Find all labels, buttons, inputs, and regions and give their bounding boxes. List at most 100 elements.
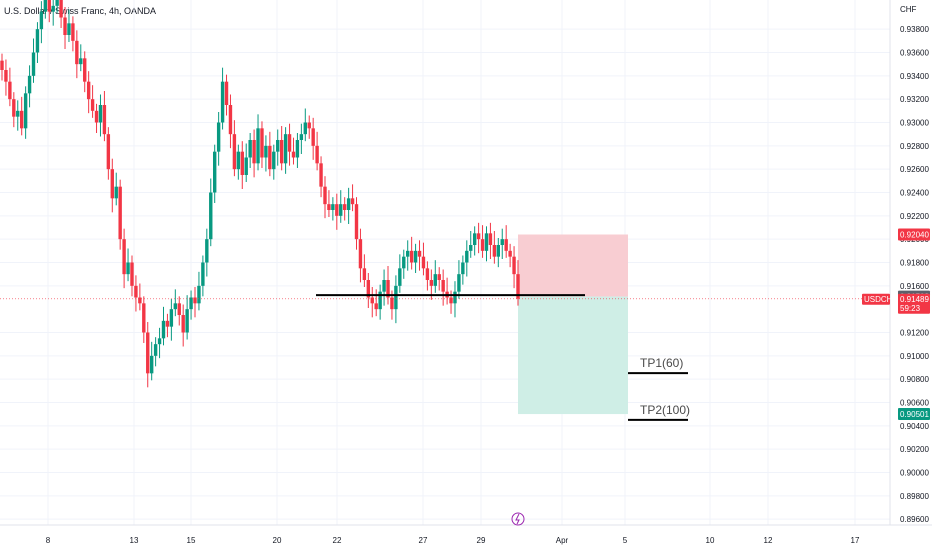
lightning-bolt	[515, 513, 520, 525]
candle-body	[27, 75, 32, 94]
candle-body	[256, 128, 260, 164]
y-tick-label: 0.91200	[900, 329, 929, 338]
candle-body	[213, 151, 217, 193]
candle-body	[86, 81, 91, 100]
candle-body	[504, 239, 508, 251]
candle-body	[244, 157, 248, 175]
candle-body	[409, 250, 414, 263]
stop-loss-zone	[518, 234, 628, 297]
y-tick-label: 0.90600	[900, 399, 929, 408]
candle-body	[303, 122, 307, 135]
candle-body	[232, 134, 237, 170]
y-tick-label: 0.93200	[900, 95, 929, 104]
currency-label: CHF	[900, 5, 917, 14]
candle-body	[378, 291, 382, 310]
candle-body	[457, 274, 461, 292]
candle-body	[16, 110, 20, 117]
candle-body	[248, 140, 252, 158]
candle-body	[488, 233, 493, 245]
candle-body	[220, 81, 225, 123]
candle-body	[366, 280, 371, 298]
candle-body	[480, 239, 485, 251]
current-price-tag	[898, 293, 930, 314]
candle-body	[354, 204, 359, 240]
candle-body	[79, 58, 83, 65]
candle-body	[142, 303, 146, 333]
candle-body	[492, 245, 497, 257]
candle-body	[272, 151, 276, 170]
candle-body	[149, 355, 154, 374]
candle-body	[370, 297, 374, 304]
candle-body	[484, 233, 489, 251]
candle-body	[279, 140, 284, 164]
candle-body	[134, 285, 138, 298]
candle-body	[299, 134, 304, 140]
candle-body	[63, 17, 67, 35]
candle-body	[374, 303, 378, 310]
x-tick-label: 22	[333, 536, 342, 545]
x-tick-label: 29	[477, 536, 486, 545]
candle-body	[228, 105, 233, 135]
candle-body	[315, 145, 319, 164]
y-tick-label: 0.92800	[900, 142, 929, 151]
candle-body	[181, 315, 185, 333]
chart-title: U.S. Dollar / Swiss Franc, 4h, OANDA	[4, 6, 157, 16]
candle-body	[224, 81, 229, 105]
candle-body	[406, 250, 410, 257]
candle-body	[157, 338, 162, 345]
countdown-label: 59:23	[900, 304, 921, 313]
candle-body	[319, 163, 323, 187]
candle-body	[94, 110, 99, 123]
candle-body	[98, 105, 103, 123]
y-tick-label: 0.92200	[900, 212, 929, 221]
candle-body	[165, 320, 170, 327]
candle-body	[283, 134, 288, 164]
candle-body	[327, 204, 331, 210]
y-tick-label: 0.91800	[900, 259, 929, 268]
candle-body	[35, 29, 40, 53]
y-tick-label: 0.92600	[900, 165, 929, 174]
candle-body	[90, 99, 95, 111]
candle-body	[382, 280, 386, 292]
symbol-tag	[862, 293, 890, 305]
candle-body	[295, 140, 300, 158]
candle-body	[197, 285, 201, 304]
candle-body	[417, 250, 422, 257]
candle-body	[398, 268, 402, 286]
candle-body	[205, 239, 209, 263]
candle-body	[153, 344, 158, 356]
candle-body	[126, 262, 130, 275]
candle-body	[476, 233, 481, 240]
candle-body	[433, 274, 437, 286]
candle-body	[193, 297, 197, 304]
x-tick-label: 5	[623, 536, 628, 545]
candle-body	[307, 122, 311, 129]
candle-body	[189, 297, 193, 310]
y-tick-label: 0.90400	[900, 422, 929, 431]
candle-body	[362, 268, 367, 280]
tp-label: TP1(60)	[640, 356, 683, 370]
candle-body	[83, 58, 87, 82]
candle-body	[449, 297, 453, 304]
candle-body	[335, 204, 339, 216]
candle-body	[185, 309, 189, 333]
y-tick-label: 0.93000	[900, 119, 929, 128]
y-tick-label: 0.92400	[900, 189, 929, 198]
candle-body	[421, 256, 426, 269]
candle-body	[173, 303, 178, 310]
lightning-icon	[511, 512, 525, 526]
candle-body	[59, 0, 63, 18]
x-tick-label: 12	[764, 536, 773, 545]
candle-body	[394, 285, 398, 310]
candle-body	[19, 110, 24, 129]
candle-body	[342, 204, 347, 210]
candle-body	[386, 280, 390, 298]
candle-body	[346, 198, 351, 210]
price-tag	[898, 228, 930, 241]
x-tick-label: 8	[46, 536, 51, 545]
candle-body	[161, 320, 166, 339]
candle-body	[8, 81, 12, 100]
candle-body	[75, 40, 79, 65]
price-tag	[898, 408, 930, 421]
